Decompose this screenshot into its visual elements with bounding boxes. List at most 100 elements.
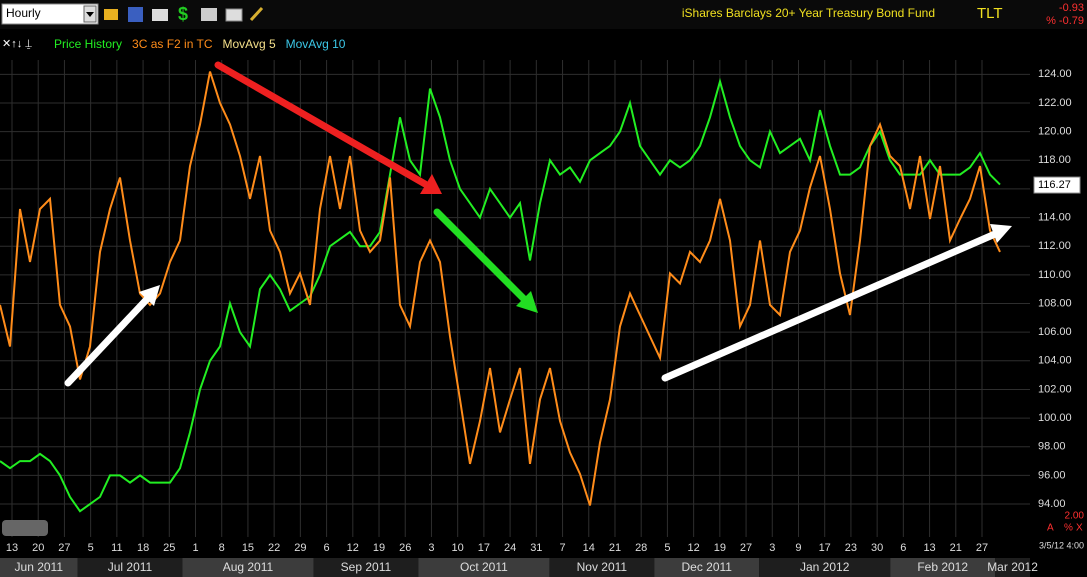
x-tick-label: 31 [530,542,542,554]
arrow-head [516,291,538,313]
x-tick-label: 13 [6,542,18,554]
x-tick-label: 17 [478,542,490,554]
x-tick-label: 17 [819,542,831,554]
dropdown-arrow [86,12,94,17]
scale-button[interactable]: A [1047,523,1054,534]
x-tick-label: 21 [950,542,962,554]
x-tick-label: 19 [373,542,385,554]
fund-name: iShares Barclays 20+ Year Treasury Bond … [682,6,935,20]
arrow-head [139,285,160,306]
legend-entry: 3C as F2 in TC [132,37,213,51]
month-band [313,558,419,577]
legend-icons[interactable]: ✕↑↓ ⍊ [2,38,32,50]
month-band [759,558,891,577]
arrow-line [64,294,152,387]
x-tick-label: 9 [795,542,801,554]
change: -0.93 [1059,2,1084,14]
mail-icon[interactable] [152,9,168,21]
keyboard-icon[interactable] [225,8,243,22]
lock-icon[interactable] [104,9,118,20]
x-tick-label: 27 [976,542,988,554]
annotations [64,61,1012,387]
month-band [654,558,760,577]
y-tick-label: 110.00 [1038,269,1071,281]
x-tick-label: 29 [294,542,306,554]
month-band [418,558,550,577]
interval-label: Hourly [6,6,41,20]
last-price-label: 116.27 [1038,179,1071,191]
x-tick-label: 22 [268,542,280,554]
legend-entry: Price History [54,37,122,51]
x-tick-label: 15 [242,542,254,554]
scale-button[interactable]: % [1064,523,1073,534]
symbol: TLT [977,5,1003,22]
legend-entry: MovAvg 10 [286,37,346,51]
save-icon[interactable] [128,7,143,22]
x-tick-label: 3 [769,542,775,554]
month-band [77,558,183,577]
month-label: Aug 2011 [223,560,274,574]
plot-area: 94.00 96.00 98.00 100.00 102.00 104.00 106.00 1… [0,60,1081,577]
legend: Price History 3C as F2 in TC MovAvg 5 MovAv… [54,37,346,51]
month-label: Dec 2011 [681,560,732,574]
x-tick-label: 26 [399,542,411,554]
legend-entry: MovAvg 5 [223,37,276,51]
x-tick-label: 28 [635,542,647,554]
x-tick-label: 1 [192,542,198,554]
arrow-line [214,61,429,188]
month-label: Nov 2011 [577,560,628,574]
x-tick-label: 27 [58,542,70,554]
interval-dropdown[interactable] [1,3,99,25]
arrow-head [420,174,442,194]
month-label: Jul 2011 [108,560,153,574]
month-label: Sep 2011 [341,560,392,574]
x-tick-label: 5 [664,542,670,554]
y-tick-label: 100.00 [1038,412,1072,424]
month-band [995,558,1030,577]
month-label: Jun 2011 [15,560,64,574]
dollar-icon[interactable]: $ [178,4,188,24]
x-tick-label: 13 [923,542,935,554]
series-line [0,71,1001,506]
x-tick-label: 30 [871,542,883,554]
month-band [0,558,78,577]
x-tick-label: 27 [740,542,752,554]
y-tick-label: 96.00 [1038,469,1066,481]
month-band [182,558,314,577]
x-tick-label: 6 [900,542,906,554]
x-tick-label: 18 [137,542,149,554]
scroll-button[interactable] [2,520,48,536]
timestamp: 3/5/12 4:00 [1039,540,1084,550]
x-tick-label: 21 [609,542,621,554]
y-tick-label: 120.00 [1038,126,1072,138]
y-tick-label: 104.00 [1038,355,1072,367]
series-line [0,77,1001,513]
pencil-icon[interactable] [249,6,264,22]
x-tick-label: 6 [324,542,330,554]
y-tick-label: 112.00 [1038,240,1071,252]
month-label: Mar 2012 [987,560,1038,574]
x-tick-label: 23 [845,542,857,554]
print-icon[interactable] [201,8,217,21]
x-tick-label: 11 [111,542,122,554]
x-tick-label: 12 [347,542,359,554]
arrow-line [661,230,999,382]
y-tick-label: 124.00 [1038,68,1072,80]
x-tick-label: 25 [163,542,175,554]
y-tick-label: 94.00 [1038,498,1066,510]
x-tick-label: 10 [452,542,464,554]
month-label: Jan 2012 [800,560,850,574]
scale-value: 2.00 [1065,511,1085,522]
arrow-line [433,208,528,303]
scale-button[interactable]: X [1076,523,1083,534]
month-band [890,558,996,577]
x-tick-label: 8 [219,542,225,554]
toolbar [0,0,1087,29]
arrow-head [990,224,1012,243]
x-tick-label: 7 [559,542,565,554]
x-tick-label: 20 [32,542,44,554]
y-tick-label: 102.00 [1038,383,1072,395]
x-tick-label: 24 [504,542,516,554]
